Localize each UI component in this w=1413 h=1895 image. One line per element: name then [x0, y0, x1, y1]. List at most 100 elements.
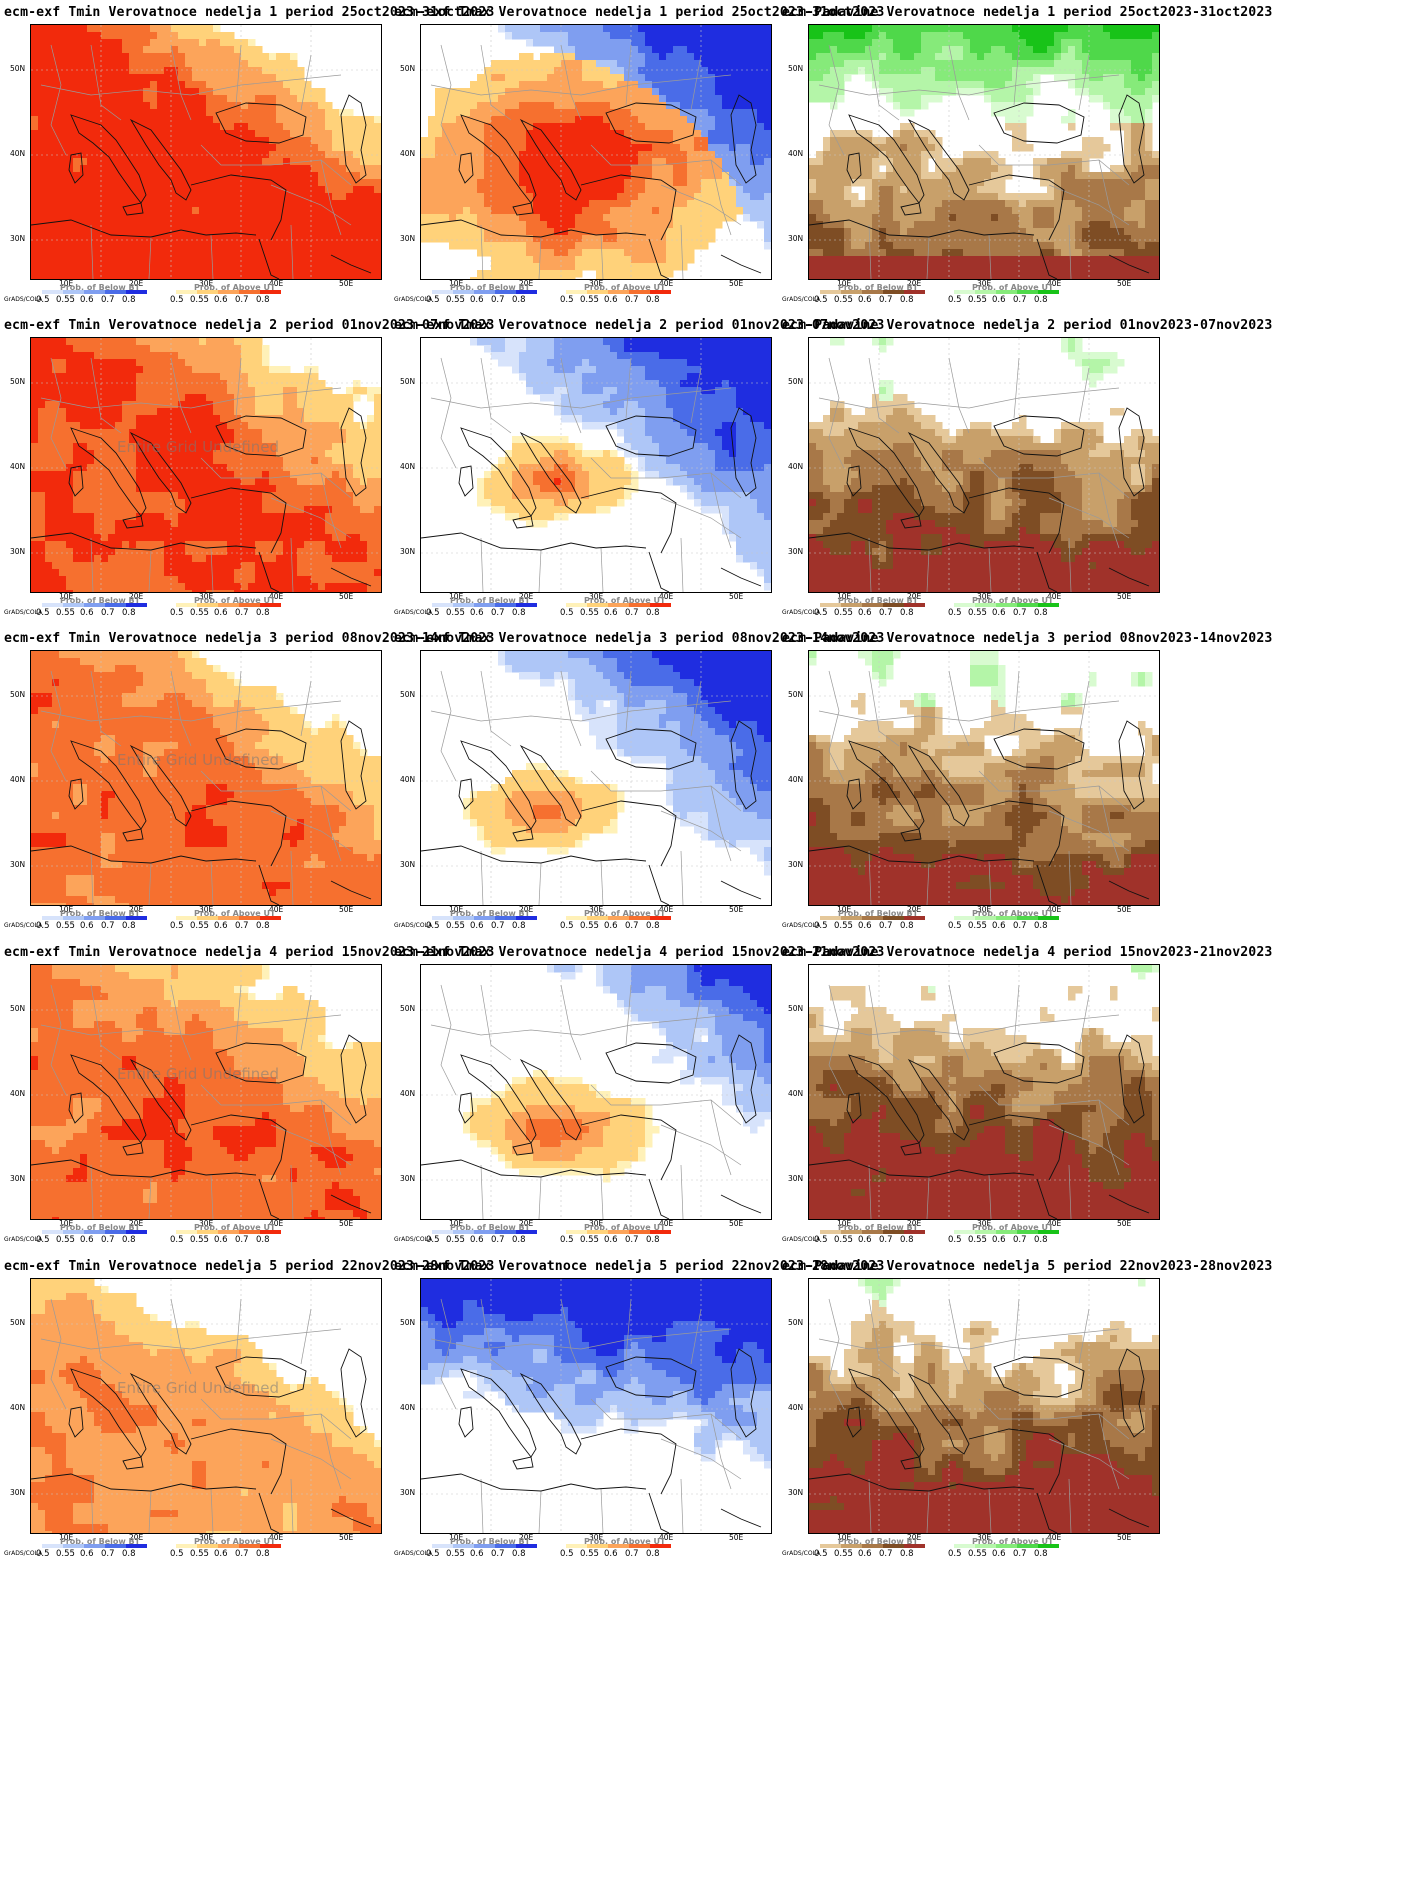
grid-cell [680, 151, 688, 159]
grid-cell [694, 60, 702, 68]
grid-cell [206, 249, 214, 257]
grid-cell [603, 102, 611, 110]
grid-cell [435, 109, 443, 117]
grid-cell [1019, 95, 1027, 103]
grid-cell [879, 235, 887, 243]
grid-cell [900, 249, 908, 257]
grid-cell [652, 228, 660, 236]
grid-cell [991, 193, 999, 201]
grid-cell [736, 74, 744, 82]
grid-cell [1061, 165, 1069, 173]
grid-cell [290, 214, 298, 222]
grid-cell [269, 242, 277, 250]
grid-cell [865, 277, 873, 279]
grid-cell [991, 242, 999, 250]
grid-cell [276, 186, 284, 194]
lon-tick-label: 50E [1117, 279, 1131, 288]
grid-cell [101, 102, 109, 110]
grid-cell [498, 242, 506, 250]
grid-cell [505, 130, 513, 138]
grid-cell [491, 109, 499, 117]
grid-cell [830, 207, 838, 215]
grid-cell [764, 130, 771, 138]
grid-cell [963, 151, 971, 159]
grid-cell [617, 53, 625, 61]
grid-cell [1033, 67, 1041, 75]
grid-cell [283, 53, 291, 61]
grid-cell [1138, 46, 1146, 54]
grid-cell [428, 130, 436, 138]
grid-cell [533, 109, 541, 117]
lon-tick-label: 30E [199, 279, 213, 288]
grid-cell [736, 102, 744, 110]
grid-cell [907, 228, 915, 236]
grid-cell [757, 53, 765, 61]
grid-cell [31, 249, 39, 257]
grid-cell [687, 221, 695, 229]
grid-cell [970, 242, 978, 250]
grid-cell [757, 123, 765, 131]
grid-cell [52, 179, 60, 187]
legend-swatch [862, 290, 883, 294]
grid-cell [963, 256, 971, 264]
grid-cell [610, 39, 618, 47]
grid-cell [673, 221, 681, 229]
grid-cell [645, 214, 653, 222]
grid-cell [694, 137, 702, 145]
grid-cell [353, 172, 361, 180]
grid-cell [652, 144, 660, 152]
grid-cell [603, 214, 611, 222]
grid-cell [80, 277, 88, 279]
grid-cell [234, 263, 242, 271]
grid-cell [220, 235, 228, 243]
grid-cell [991, 67, 999, 75]
grid-cell [227, 95, 235, 103]
grid-cell [101, 60, 109, 68]
grid-cell [59, 25, 67, 33]
grid-cell [540, 179, 548, 187]
grid-cell [353, 144, 361, 152]
grid-cell [94, 235, 102, 243]
grid-cell [73, 67, 81, 75]
grid-cell [498, 116, 506, 124]
grid-cell [435, 144, 443, 152]
grid-cell [907, 102, 915, 110]
grid-cell [136, 186, 144, 194]
grid-cell [914, 88, 922, 96]
grid-cell [171, 207, 179, 215]
grid-cell [844, 221, 852, 229]
grid-cell [638, 165, 646, 173]
grid-cell [435, 88, 443, 96]
grid-cell [283, 123, 291, 131]
grid-cell [1110, 25, 1118, 33]
grid-cell [991, 270, 999, 278]
grid-cell [290, 277, 298, 279]
grid-cell [297, 151, 305, 159]
grid-cell [477, 221, 485, 229]
grid-cell [886, 270, 894, 278]
grid-cell [164, 186, 172, 194]
grid-cell [921, 193, 929, 201]
grid-cell [907, 74, 915, 82]
grid-cell [1061, 60, 1069, 68]
grid-cell [617, 228, 625, 236]
grid-cell [1096, 46, 1104, 54]
grid-cell [108, 228, 116, 236]
grid-cell [435, 130, 443, 138]
grid-cell [192, 130, 200, 138]
grid-cell [115, 130, 123, 138]
grid-cell [456, 228, 464, 236]
grid-cell [94, 158, 102, 166]
grid-cell [311, 151, 319, 159]
grid-cell [816, 242, 824, 250]
grid-cell [921, 270, 929, 278]
grid-cell [1110, 186, 1118, 194]
grid-cell [73, 186, 81, 194]
grid-cell [526, 193, 534, 201]
grid-cell [652, 137, 660, 145]
grid-cell [157, 165, 165, 173]
grid-cell [304, 137, 312, 145]
grid-cell [526, 186, 534, 194]
grid-cell [150, 270, 158, 278]
grid-cell [865, 53, 873, 61]
